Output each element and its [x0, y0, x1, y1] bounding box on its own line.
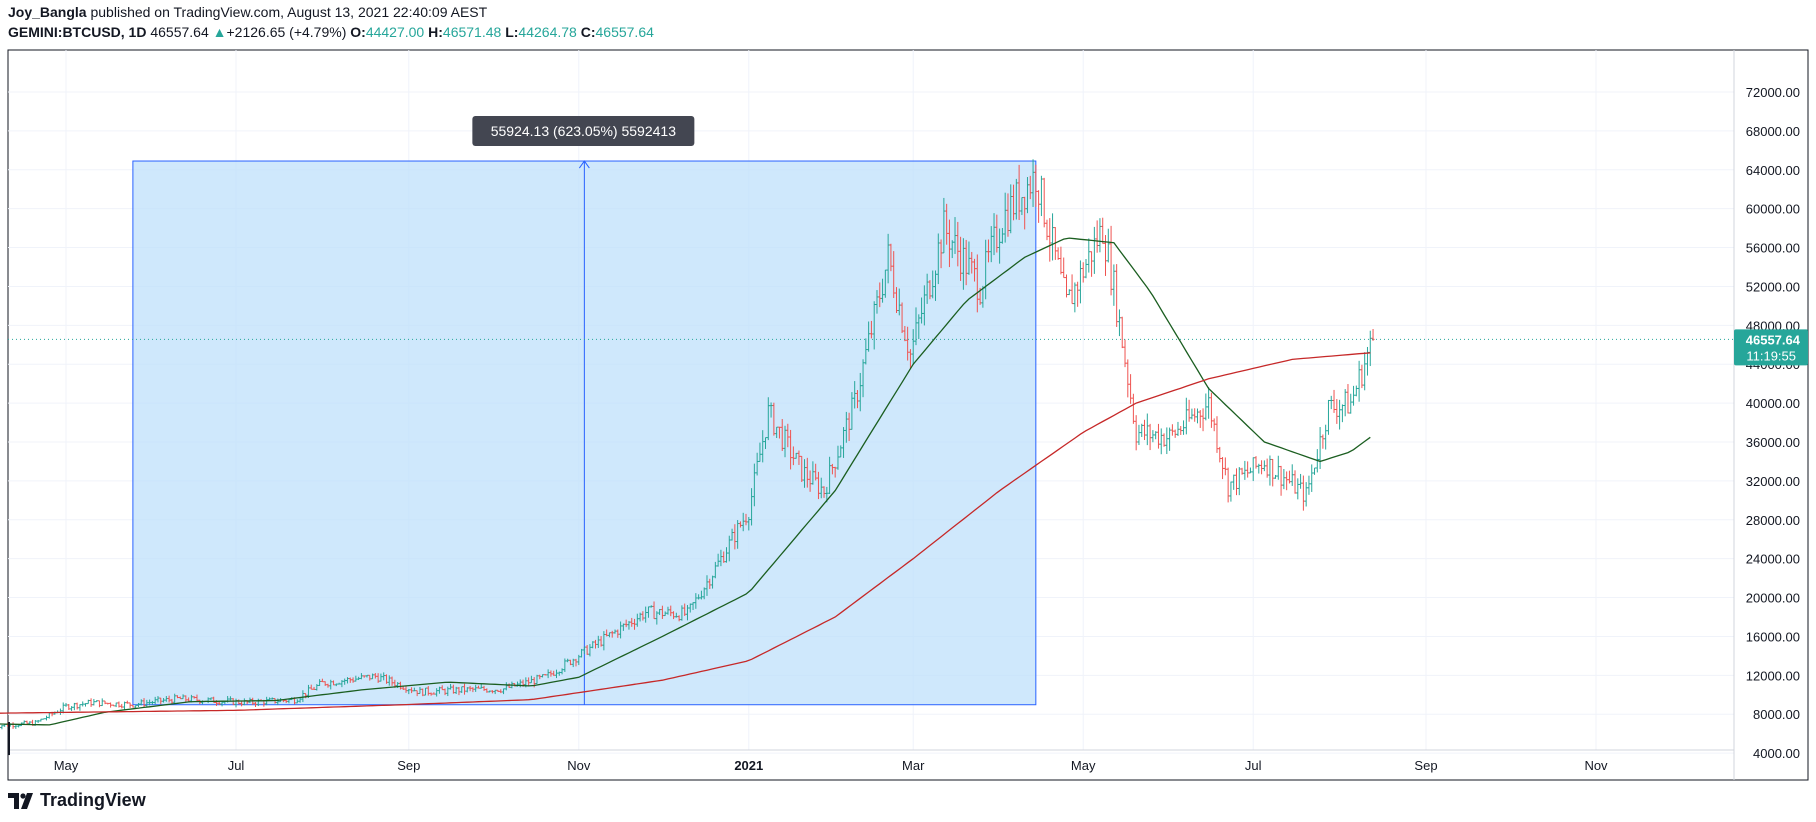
price-change: +2126.65 (+4.79%) [226, 24, 347, 40]
y-tick-label: 52000.00 [1746, 279, 1800, 294]
up-arrow-icon: ▲ [212, 24, 227, 40]
low-label: L: [505, 24, 519, 40]
y-tick-label: 60000.00 [1746, 202, 1800, 217]
x-tick-label: Nov [1584, 758, 1608, 773]
y-tick-label: 28000.00 [1746, 513, 1800, 528]
y-tick-label: 12000.00 [1746, 668, 1800, 683]
low-value: 44264.78 [518, 24, 577, 40]
x-tick-label: Mar [902, 758, 925, 773]
x-tick-label: Nov [567, 758, 591, 773]
open-value: 44427.00 [365, 24, 425, 40]
x-tick-label: Sep [397, 758, 420, 773]
published-text: published on TradingView.com, August 13,… [90, 4, 488, 20]
y-tick-label: 40000.00 [1746, 396, 1800, 411]
left-edge-marker [8, 722, 10, 756]
last-price-badge [1734, 329, 1808, 366]
x-tick-label: Jul [228, 758, 245, 773]
close-value: 46557.64 [595, 24, 654, 40]
ohlc-legend: GEMINI:BTCUSD, 1D 46557.64 ▲+2126.65 (+4… [8, 24, 654, 40]
open-label: O: [350, 24, 366, 40]
y-tick-label: 16000.00 [1746, 629, 1800, 644]
measure-tooltip [472, 116, 695, 147]
x-tick-label: Sep [1414, 758, 1437, 773]
ma-short-line [0, 237, 1371, 726]
y-tick-label: 8000.00 [1753, 707, 1800, 722]
x-tick-label: 2021 [734, 758, 763, 773]
x-tick-label: May [1071, 758, 1096, 773]
x-tick-label: Jul [1245, 758, 1262, 773]
y-tick-label: 32000.00 [1746, 474, 1800, 489]
y-tick-label: 4000.00 [1753, 746, 1800, 761]
tradingview-mark-icon [8, 792, 33, 809]
author-name[interactable]: Joy_Bangla [8, 4, 87, 20]
y-tick-label: 68000.00 [1746, 124, 1800, 139]
measure-tooltip-label: 55924.13 (623.05%) 5592413 [491, 123, 676, 139]
x-tick-label: May [54, 758, 79, 773]
close-label: C: [580, 24, 596, 40]
y-tick-label: 36000.00 [1746, 435, 1800, 450]
candles [0, 159, 1375, 730]
brand-name: TradingView [40, 790, 146, 810]
y-tick-label: 24000.00 [1746, 552, 1800, 567]
measure-arrowhead [578, 160, 590, 169]
last-price: 46557.64 [150, 24, 209, 40]
y-tick-label: 72000.00 [1746, 85, 1800, 100]
high-value: 46571.48 [442, 24, 502, 40]
publish-info: Joy_Bangla published on TradingView.com,… [8, 4, 487, 20]
last-price-label: 46557.64 [1746, 332, 1801, 347]
ma-long-line [0, 352, 1371, 714]
y-tick-label: 20000.00 [1746, 591, 1800, 606]
symbol-label: GEMINI:BTCUSD, 1D [8, 24, 147, 40]
high-label: H: [428, 24, 443, 40]
tradingview-logo[interactable]: TradingView [8, 790, 146, 811]
countdown-label: 11:19:55 [1746, 348, 1796, 363]
y-tick-label: 56000.00 [1746, 241, 1800, 256]
y-tick-label: 64000.00 [1746, 163, 1800, 178]
